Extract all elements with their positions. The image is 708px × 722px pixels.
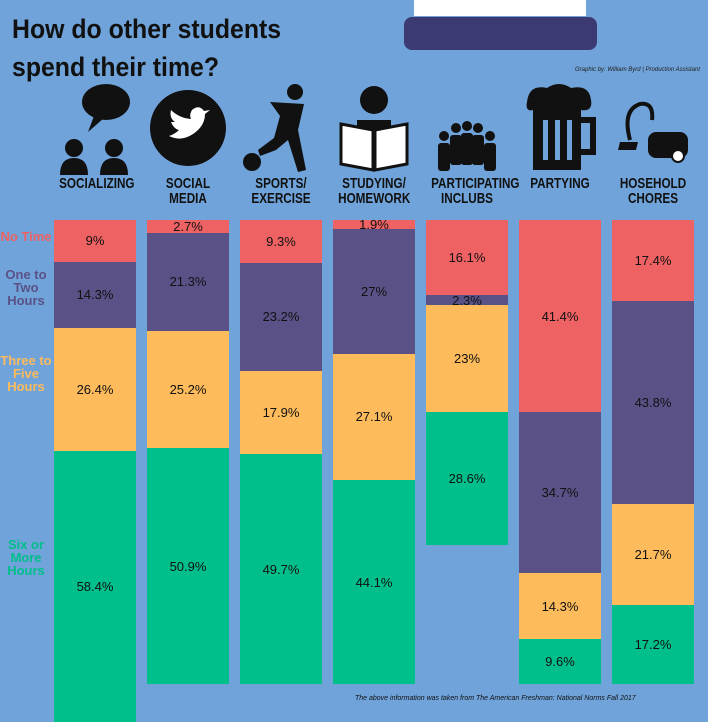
page-title: How do other students spend their time? xyxy=(12,14,282,82)
legend-one-two-hours: One to Two Hours xyxy=(5,267,47,308)
bar-segment: 34.7% xyxy=(519,412,601,574)
people-talking-icon xyxy=(54,80,136,175)
header-white-tab xyxy=(414,0,586,16)
bar-segment: 16.1% xyxy=(426,220,508,295)
category-label: PARTICIPATING INCLUBS xyxy=(431,175,520,207)
data-label: 44.1% xyxy=(355,574,393,590)
bar-segment: 28.6% xyxy=(426,412,508,545)
bar-segment: 9% xyxy=(54,220,136,262)
data-label: 28.6% xyxy=(448,470,486,486)
bar-segment: 1.9% xyxy=(333,216,415,232)
data-label: 21.3% xyxy=(169,274,207,290)
group-icon xyxy=(426,80,508,175)
data-label: 9.6% xyxy=(545,654,575,670)
bar-segment: 43.8% xyxy=(612,300,694,504)
data-label: 21.7% xyxy=(634,546,672,562)
data-label: 17.2% xyxy=(634,637,672,653)
twitter-bird-icon xyxy=(147,80,229,175)
bar-segment: 58.4% xyxy=(54,450,136,722)
data-label: 9% xyxy=(85,233,105,249)
bar-segment: 9.6% xyxy=(519,639,601,684)
data-label: 14.3% xyxy=(541,598,579,614)
bar-segment: 41.4% xyxy=(519,220,601,413)
bar-segment: 50.9% xyxy=(147,448,229,685)
beer-mug-icon xyxy=(519,80,601,175)
bar-segment: 25.2% xyxy=(147,331,229,449)
category-label: SOCIAL MEDIA xyxy=(165,175,211,207)
legend-no-time: No Time xyxy=(0,229,52,244)
bar-segment: 23.2% xyxy=(240,263,322,371)
data-label: 2.3% xyxy=(452,292,482,308)
category-label: HOSEHOLD CHORES xyxy=(619,175,687,207)
vacuum-icon xyxy=(612,80,694,175)
data-label: 23.2% xyxy=(262,309,300,325)
data-label: 41.4% xyxy=(541,308,579,324)
data-label: 2.7% xyxy=(173,218,203,234)
bar-segment: 44.1% xyxy=(333,479,415,685)
source-note: The above information was taken from The… xyxy=(355,695,636,702)
data-label: 23% xyxy=(453,351,481,367)
bar-segment: 27.1% xyxy=(333,354,415,480)
data-label: 49.7% xyxy=(262,561,300,577)
data-label: 25.2% xyxy=(169,382,207,398)
graphic-credit: Graphic by: William Byrd | Production As… xyxy=(575,67,700,73)
data-label: 14.3% xyxy=(76,287,114,303)
legend-three-five-hours: Three to Five Hours xyxy=(0,353,52,394)
bar-segment: 14.3% xyxy=(54,261,136,329)
data-label: 34.7% xyxy=(541,485,579,501)
bar-segment: 9.3% xyxy=(240,220,322,264)
data-label: 27% xyxy=(360,283,388,299)
bar-segment: 21.7% xyxy=(612,503,694,605)
header-banner xyxy=(404,17,597,50)
bar-segment: 27% xyxy=(333,228,415,355)
bar-segment: 23% xyxy=(426,305,508,413)
category-label: STUDYING/ HOMEWORK xyxy=(338,175,411,207)
data-label: 58.4% xyxy=(76,578,114,594)
bar-segment: 17.2% xyxy=(612,604,694,685)
data-label: 50.9% xyxy=(169,558,207,574)
bar-segment: 21.3% xyxy=(147,232,229,332)
data-label: 43.8% xyxy=(634,394,672,410)
data-label: 17.9% xyxy=(262,404,300,420)
data-label: 27.1% xyxy=(355,409,393,425)
bar-segment: 14.3% xyxy=(519,573,601,640)
bar-segment: 2.3% xyxy=(426,292,508,308)
bar-segment: 49.7% xyxy=(240,453,322,685)
soccer-player-icon xyxy=(240,80,322,175)
data-label: 9.3% xyxy=(266,234,296,250)
category-label: SPORTS/ EXERCISE xyxy=(251,175,311,207)
data-label: 1.9% xyxy=(359,216,389,232)
data-label: 17.4% xyxy=(634,252,672,268)
reading-person-icon xyxy=(333,80,415,175)
bar-segment: 17.4% xyxy=(612,220,694,301)
data-label: 26.4% xyxy=(76,381,114,397)
bar-segment: 2.7% xyxy=(147,218,229,234)
bar-segment: 17.9% xyxy=(240,370,322,454)
category-label: PARTYING xyxy=(530,175,590,192)
data-label: 16.1% xyxy=(448,249,486,265)
legend-six-more-hours: Six or More Hours xyxy=(7,537,45,578)
category-label: SOCIALIZING xyxy=(59,175,135,192)
bar-segment: 26.4% xyxy=(54,328,136,451)
